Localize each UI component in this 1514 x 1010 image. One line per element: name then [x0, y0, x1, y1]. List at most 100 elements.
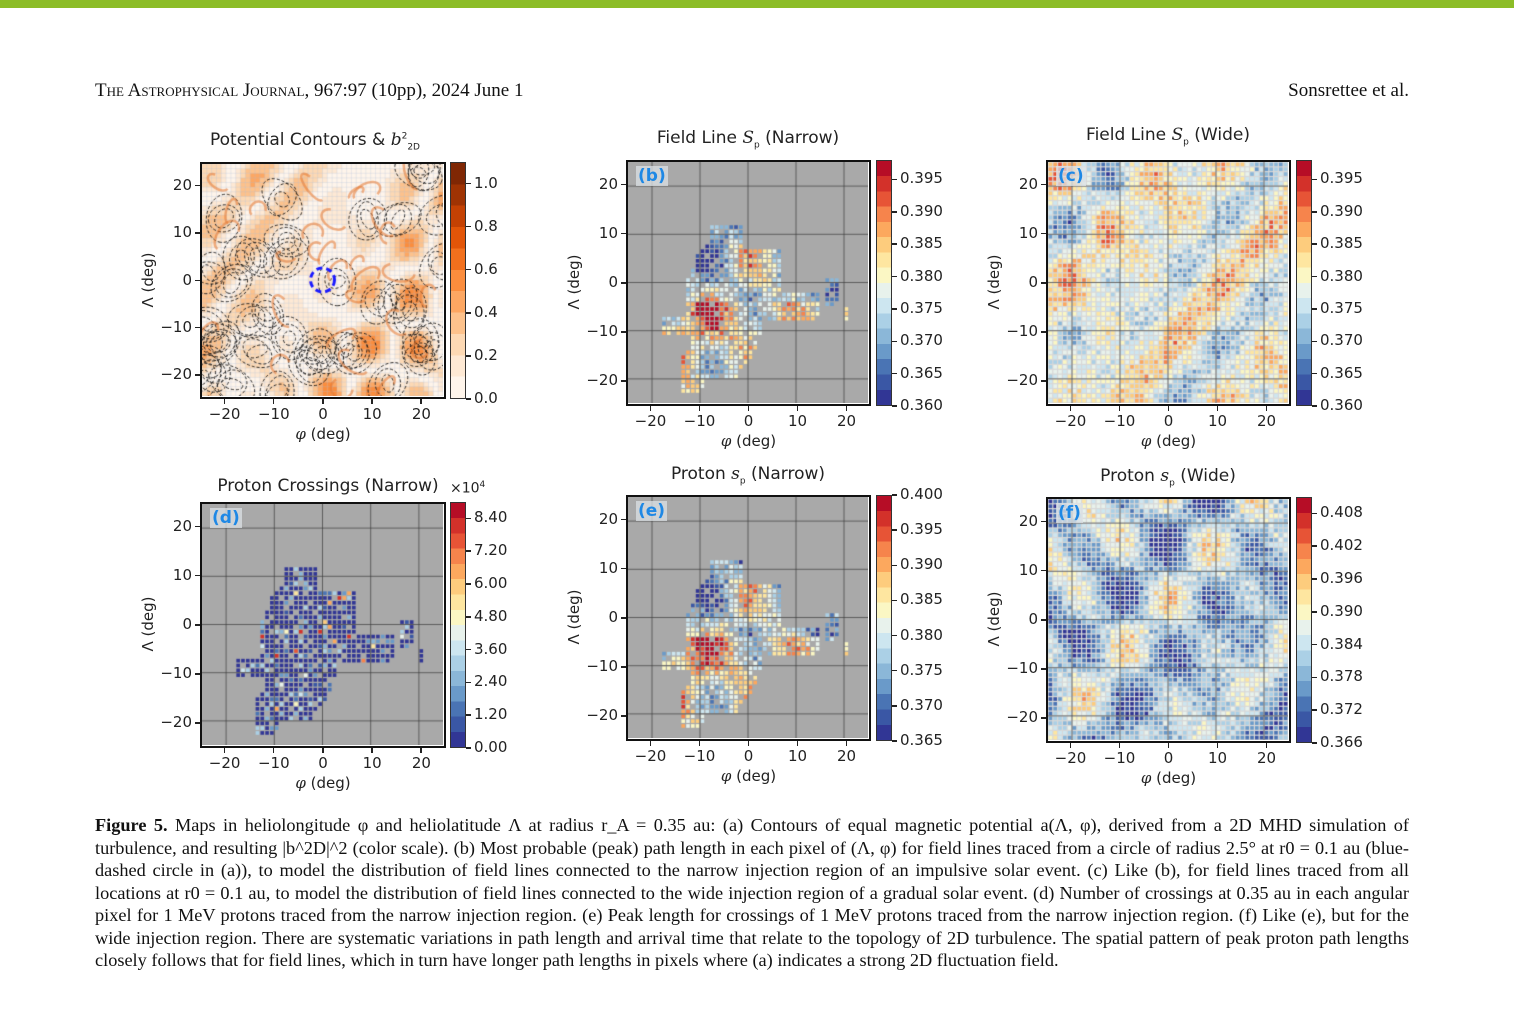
colorbar-tick-mark	[892, 599, 897, 602]
x-tick-label: 0	[318, 754, 328, 772]
x-tick-label: −10	[1103, 412, 1136, 430]
x-tick-mark	[1216, 406, 1218, 411]
colorbar-tick-mark	[466, 268, 471, 271]
x-tick-mark	[272, 748, 275, 753]
caption-text: Maps in heliolongitude φ and heliolatitu…	[95, 815, 1409, 970]
x-tick-label: −20	[1054, 749, 1087, 767]
colorbar-tick-label: 0.370	[900, 695, 943, 714]
x-axis-label: φ (deg)	[295, 425, 351, 443]
title-tail: (Wide)	[1188, 125, 1250, 145]
heatmap-f: (f)	[1046, 497, 1291, 743]
heatmap-d: (d)	[200, 502, 446, 748]
heatmap-a	[200, 162, 446, 399]
colorbar-tick-label: 0.384	[1320, 634, 1363, 653]
title-text: Potential Contours &	[210, 130, 391, 150]
colorbar-tick-mark	[466, 225, 471, 228]
colorbar-tick-mark	[466, 747, 471, 749]
x-tick-mark	[796, 406, 798, 411]
x-tick-mark	[1069, 406, 1071, 411]
y-tick-label: 0	[1028, 610, 1038, 628]
heatmap-canvas-e	[628, 497, 868, 738]
y-tick-mark	[1041, 520, 1046, 523]
y-axis-label: Λ (deg)	[139, 596, 157, 652]
y-tick-label: 20	[172, 175, 192, 194]
y-tick-mark	[621, 232, 626, 235]
colorbar-tick-mark	[892, 634, 897, 637]
y-tick-label: 10	[172, 565, 192, 584]
title-subscript: p	[739, 476, 746, 487]
y-tick-mark	[1041, 569, 1046, 572]
panel-label-f: (f)	[1056, 503, 1083, 523]
colorbar-tick-label: 0.0	[474, 389, 498, 407]
colorbar-tick-mark	[466, 550, 471, 552]
colorbar-tick-mark	[1312, 709, 1317, 711]
colorbar-tick-label: 0.360	[1320, 396, 1363, 414]
title-variable: S	[1171, 125, 1184, 145]
y-tick-mark	[195, 232, 200, 234]
colorbar-tick-label: 0.385	[900, 234, 943, 253]
y-tick-mark	[621, 282, 626, 284]
y-tick-label: 0	[182, 615, 192, 633]
y-tick-label: −20	[1006, 371, 1038, 390]
y-tick-mark	[621, 183, 626, 186]
colorbar-tick-mark	[1312, 372, 1317, 375]
y-tick-label: −20	[586, 371, 618, 390]
y-tick-label: −10	[586, 657, 618, 676]
colorbar-tick-mark	[892, 275, 897, 278]
colorbar-tick-label: 0.8	[474, 216, 498, 235]
y-axis-label: Λ (deg)	[985, 591, 1003, 647]
x-tick-mark	[272, 399, 275, 404]
title-superscript: 2	[401, 131, 408, 142]
colorbar-e	[876, 495, 892, 741]
y-tick-label: 20	[172, 516, 192, 535]
x-tick-mark	[796, 741, 798, 746]
colorbar-tick-mark	[1312, 243, 1317, 245]
x-tick-label: 0	[1163, 412, 1174, 430]
y-tick-mark	[195, 525, 200, 528]
colorbar-tick-mark	[892, 564, 897, 567]
colorbar-tick-label: 0.390	[900, 201, 943, 220]
colorbar-tick-label: 0.365	[900, 731, 943, 749]
colorbar-tick-mark	[892, 405, 897, 407]
colorbar-tick-label: 0.380	[900, 266, 943, 285]
heatmap-canvas-b	[628, 162, 868, 403]
x-tick-mark	[1069, 743, 1071, 748]
colorbar-tick-mark	[892, 529, 897, 531]
title-variable: S	[742, 128, 754, 148]
heatmap-canvas-d	[202, 504, 443, 745]
colorbar-tick-label: 4.80	[474, 606, 508, 625]
colorbar-d	[450, 502, 466, 748]
colorbar-tick-label: 2.40	[474, 672, 508, 691]
colorbar-tick-mark	[466, 681, 471, 684]
x-tick-label: −10	[683, 747, 716, 765]
colorbar-tick-mark	[892, 494, 897, 496]
colorbar-tick-label: 0.380	[900, 625, 943, 644]
running-head-authors: Sonsrettee et al.	[1288, 80, 1409, 101]
colorbar-tick-mark	[466, 355, 471, 357]
y-tick-mark	[621, 331, 626, 333]
x-tick-label: −20	[634, 747, 667, 765]
figure-caption: Figure 5. Maps in heliolongitude φ and h…	[95, 814, 1409, 972]
colorbar-tick-mark	[1312, 405, 1317, 407]
colorbar-tick-mark	[1312, 512, 1317, 515]
x-tick-mark	[1118, 406, 1120, 411]
x-tick-label: 10	[1207, 412, 1228, 430]
colorbar-f	[1296, 497, 1312, 743]
colorbar-tick-label: 7.20	[474, 541, 508, 560]
x-tick-mark	[698, 406, 700, 411]
colorbar-tick-label: 0.375	[900, 298, 943, 317]
x-tick-mark	[649, 406, 651, 411]
y-tick-mark	[1041, 668, 1046, 670]
caption-label: Figure 5.	[95, 815, 168, 835]
title-tail: (Narrow)	[759, 128, 840, 148]
colorbar-tick-label: 0.372	[1320, 700, 1363, 719]
heatmap-b: (b)	[626, 160, 871, 406]
y-tick-label: −10	[160, 317, 192, 336]
colorbar-tick-mark	[1312, 545, 1317, 547]
y-tick-mark	[195, 374, 200, 376]
y-tick-label: −20	[160, 713, 192, 732]
x-tick-mark	[845, 741, 847, 746]
x-axis-label: φ (deg)	[295, 774, 351, 792]
x-tick-label: −10	[1103, 749, 1136, 767]
colorbar-tick-label: 0.00	[474, 738, 508, 756]
